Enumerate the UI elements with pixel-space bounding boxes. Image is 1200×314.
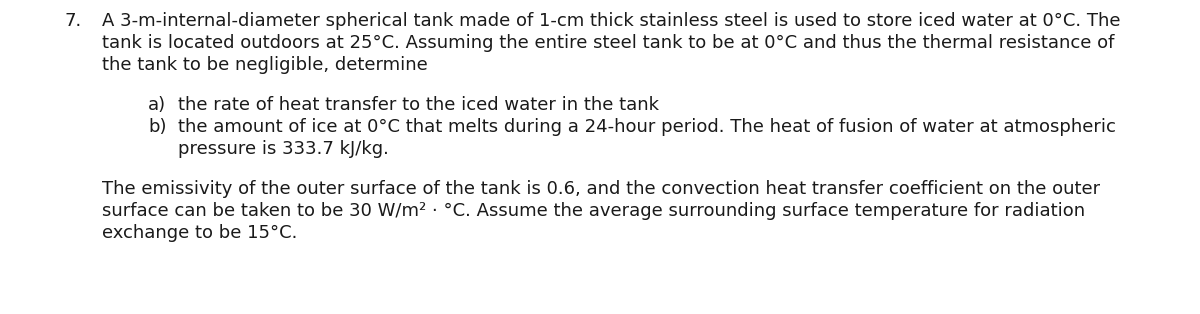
Text: the rate of heat transfer to the iced water in the tank: the rate of heat transfer to the iced wa… (178, 96, 659, 114)
Text: b): b) (148, 118, 167, 136)
Text: tank is located outdoors at 25°C. Assuming the entire steel tank to be at 0°C an: tank is located outdoors at 25°C. Assumi… (102, 34, 1115, 52)
Text: 7.: 7. (65, 12, 83, 30)
Text: a): a) (148, 96, 166, 114)
Text: The emissivity of the outer surface of the tank is 0.6, and the convection heat : The emissivity of the outer surface of t… (102, 180, 1100, 198)
Text: exchange to be 15°C.: exchange to be 15°C. (102, 224, 298, 242)
Text: surface can be taken to be 30 W/m² · °C. Assume the average surrounding surface : surface can be taken to be 30 W/m² · °C.… (102, 202, 1085, 220)
Text: the tank to be negligible, determine: the tank to be negligible, determine (102, 56, 427, 74)
Text: A 3-m-internal-diameter spherical tank made of 1-cm thick stainless steel is use: A 3-m-internal-diameter spherical tank m… (102, 12, 1121, 30)
Text: pressure is 333.7 kJ/kg.: pressure is 333.7 kJ/kg. (178, 140, 389, 158)
Text: the amount of ice at 0°C that melts during a 24-hour period. The heat of fusion : the amount of ice at 0°C that melts duri… (178, 118, 1116, 136)
